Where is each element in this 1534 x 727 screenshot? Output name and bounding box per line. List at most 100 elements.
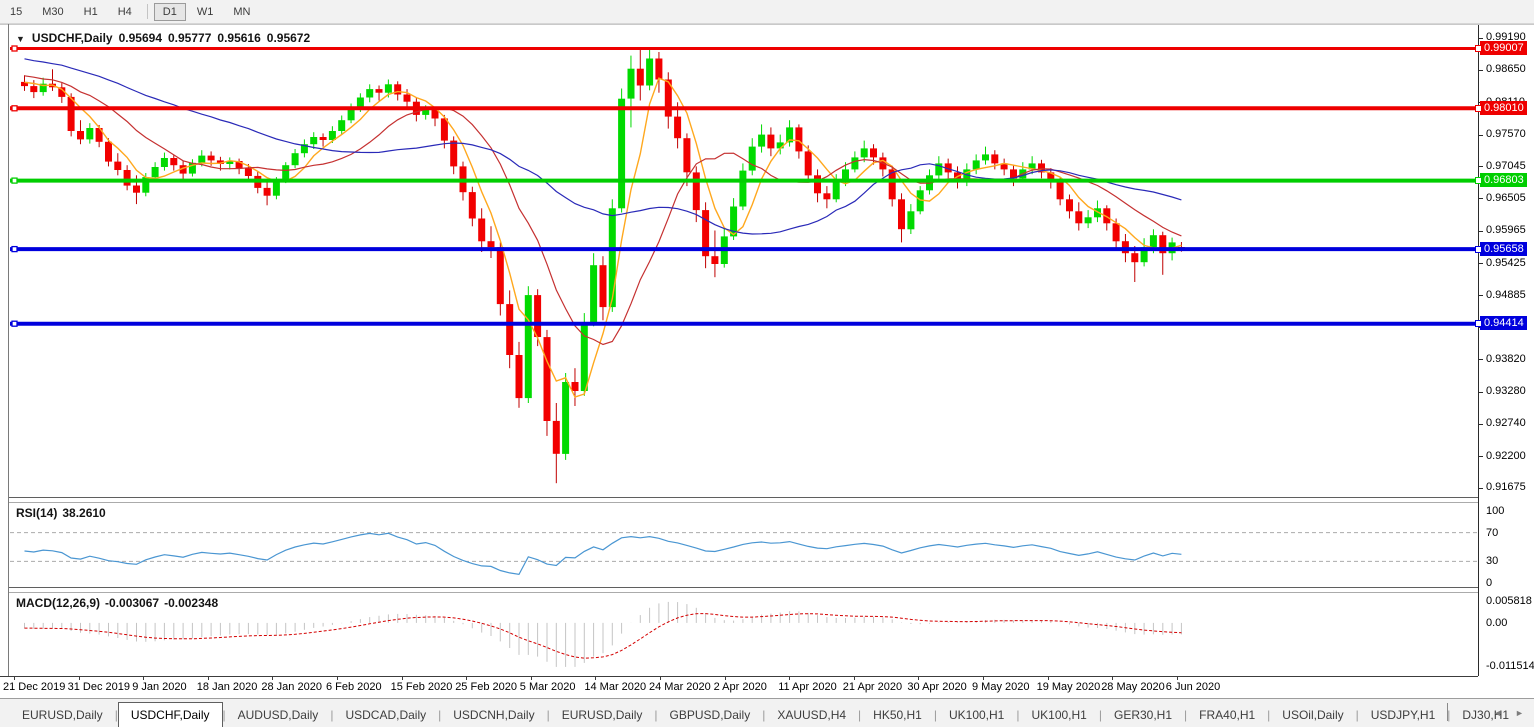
tab-uk100-h1[interactable]: UK100,H1 bbox=[948, 708, 1005, 722]
tab-usdcad-daily[interactable]: USDCAD,Daily bbox=[345, 708, 427, 722]
date-axis-label: 9 Jan 2020 bbox=[132, 681, 187, 693]
tab-eurusd-daily[interactable]: EURUSD,Daily bbox=[22, 708, 103, 722]
price-axis-tick bbox=[1479, 456, 1483, 458]
price-axis-label: 0.92200 bbox=[1486, 449, 1526, 462]
date-axis-label: 25 Feb 2020 bbox=[455, 681, 517, 693]
macd-histogram bbox=[24, 601, 1182, 667]
date-axis-label: 28 Jan 2020 bbox=[261, 681, 322, 693]
price-badge-value: 0.99007 bbox=[1484, 42, 1524, 54]
tab-audusd-daily[interactable]: AUDUSD,Daily bbox=[237, 708, 319, 722]
price-axis-label: 0.93820 bbox=[1486, 352, 1526, 365]
tab-gbpusd-daily[interactable]: GBPUSD,Daily bbox=[669, 708, 751, 722]
tab-fra40-h1[interactable]: FRA40,H1 bbox=[1199, 708, 1256, 722]
timeframe-button-mn[interactable]: MN bbox=[233, 5, 251, 18]
price-axis-label: 0.96505 bbox=[1486, 191, 1526, 204]
price-axis-tick bbox=[1479, 37, 1483, 39]
price-badge-value: 0.94414 bbox=[1484, 317, 1524, 330]
tab-separator: | bbox=[1016, 708, 1020, 722]
date-axis-tick bbox=[918, 677, 920, 680]
macd-name: MACD(12,26,9) bbox=[16, 596, 101, 610]
tab-usdchf-daily[interactable]: USDCHF,Daily bbox=[117, 702, 223, 727]
price-axis-tick bbox=[1479, 69, 1483, 71]
tab-usdjpy-h1[interactable]: USDJPY,H1 bbox=[1370, 708, 1436, 722]
tab-uk100-h1[interactable]: UK100,H1 bbox=[1031, 708, 1087, 722]
tab-separator: | bbox=[1355, 708, 1359, 722]
chart-open-value: 0.95694 bbox=[118, 31, 162, 45]
horizontal-level-lines[interactable] bbox=[10, 45, 1478, 327]
macd-main-value: -0.003067 bbox=[105, 596, 160, 610]
timeframe-button-h4[interactable]: H4 bbox=[117, 5, 132, 18]
tab-separator: | bbox=[654, 708, 658, 722]
price-level-badge: 0.99007 bbox=[1475, 41, 1527, 55]
chart-frame-left bbox=[8, 24, 9, 696]
rsi-name: RSI(14) bbox=[16, 506, 58, 520]
chart-dropdown-icon[interactable]: ▼ bbox=[16, 34, 25, 44]
tab-eurusd-daily[interactable]: EURUSD,Daily bbox=[561, 708, 643, 722]
rsi-pane[interactable] bbox=[10, 503, 1478, 587]
price-axis-tick bbox=[1479, 230, 1483, 232]
tab-separator: | bbox=[438, 708, 442, 722]
tab-separator: | bbox=[1098, 708, 1102, 722]
price-axis[interactable]: 0.991900.986500.981100.975700.970450.965… bbox=[1475, 0, 1534, 700]
tabs-scroll-right-icon[interactable]: ► bbox=[1515, 708, 1524, 718]
price-badge-handle-icon bbox=[1475, 104, 1482, 112]
date-axis-tick bbox=[853, 677, 855, 680]
tab-xauusd-h4[interactable]: XAUUSD,H4 bbox=[777, 708, 847, 722]
tab-separator: | bbox=[114, 708, 118, 722]
tab-separator: | bbox=[1184, 708, 1188, 722]
tab-usoil-daily[interactable]: USOil,Daily bbox=[1282, 708, 1344, 722]
date-axis-label: 15 Feb 2020 bbox=[390, 681, 453, 693]
timeframe-button-h1[interactable]: H1 bbox=[83, 5, 98, 18]
macd-axis-label: 0.00 bbox=[1486, 616, 1508, 629]
rsi-line bbox=[24, 532, 1182, 576]
price-axis-tick bbox=[1479, 391, 1483, 393]
chart-close-value: 0.95672 bbox=[266, 31, 311, 45]
tab-separator: | bbox=[1447, 708, 1451, 722]
date-axis-label: 24 Mar 2020 bbox=[649, 681, 711, 693]
price-axis-tick bbox=[1479, 166, 1483, 168]
tab-hk50-h1[interactable]: HK50,H1 bbox=[873, 708, 922, 722]
date-axis-label: 14 Mar 2020 bbox=[584, 681, 647, 693]
tab-separator: | bbox=[1267, 708, 1271, 722]
date-axis-label: 6 Feb 2020 bbox=[326, 681, 382, 693]
timeframe-button-w1[interactable]: W1 bbox=[196, 5, 214, 18]
date-axis-tick bbox=[724, 677, 726, 680]
tab-usdcnh-daily[interactable]: USDCNH,Daily bbox=[453, 708, 535, 722]
price-axis-tick bbox=[1479, 423, 1483, 425]
chart-symbol-period: USDCHF,Daily bbox=[31, 31, 113, 45]
price-level-badge: 0.98010 bbox=[1475, 100, 1527, 115]
date-axis-tick bbox=[143, 677, 145, 680]
candlestick-series bbox=[21, 48, 1185, 484]
date-axis[interactable]: 21 Dec 2019 31 Dec 2019 9 Jan 2020 18 Jan 2… bbox=[0, 676, 1478, 698]
date-axis-tick bbox=[660, 677, 661, 680]
date-axis-tick bbox=[1047, 677, 1049, 680]
main-chart-pane[interactable] bbox=[10, 28, 1478, 497]
price-badge-handle-icon bbox=[1475, 45, 1482, 52]
tab-dj30-h1[interactable]: DJ30,H1 bbox=[1462, 708, 1510, 722]
pane-splitter-main-rsi[interactable] bbox=[9, 497, 1478, 503]
date-axis-tick bbox=[983, 677, 984, 680]
price-axis-label: 0.97045 bbox=[1486, 159, 1526, 172]
tab-separator: | bbox=[330, 708, 334, 722]
timeframe-button-15[interactable]: 15 bbox=[10, 5, 23, 18]
date-axis-label: 30 Apr 2020 bbox=[907, 681, 967, 693]
tabs-scroll-left-icon[interactable]: ◄ bbox=[1493, 708, 1502, 718]
price-axis-label: 0.91675 bbox=[1486, 481, 1526, 494]
price-axis-tick bbox=[1479, 198, 1483, 200]
price-axis-label: 0.97570 bbox=[1486, 128, 1526, 141]
tab-ger30-h1[interactable]: GER30,H1 bbox=[1113, 708, 1173, 722]
date-axis-tick bbox=[530, 677, 532, 680]
macd-pane[interactable] bbox=[10, 593, 1478, 676]
date-axis-tick bbox=[401, 677, 403, 680]
pane-splitter-rsi-macd[interactable] bbox=[9, 587, 1478, 593]
date-axis-label: 21 Dec 2019 bbox=[3, 681, 66, 693]
tab-separator: | bbox=[762, 708, 766, 722]
timeframe-button-m30[interactable]: M30 bbox=[42, 5, 64, 18]
price-badge-handle-icon bbox=[1475, 245, 1482, 253]
date-axis-tick bbox=[78, 677, 80, 680]
timeframe-button-d1[interactable]: D1 bbox=[153, 2, 186, 21]
price-axis-tick bbox=[1479, 295, 1483, 297]
date-axis-label: 11 Apr 2020 bbox=[778, 681, 837, 693]
fast-ma-line bbox=[24, 77, 1182, 398]
timeframe-toolbar: 15 M30 H1 H4 D1 W1 MN bbox=[0, 0, 1534, 24]
